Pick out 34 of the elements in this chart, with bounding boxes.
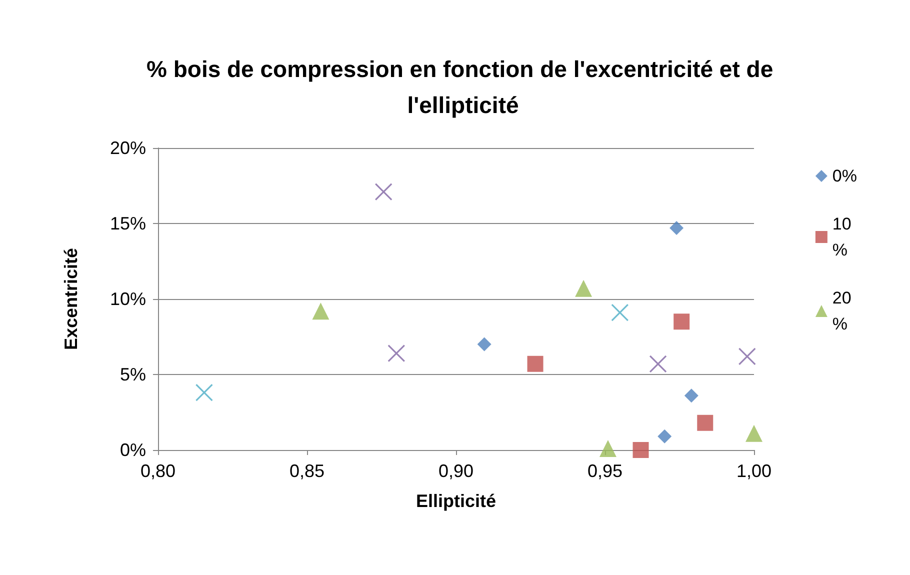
point — [388, 344, 406, 362]
point — [312, 302, 330, 320]
x-tick-label: 0,80 — [140, 461, 176, 481]
chart-title: % bois de compression en fonction de l'excentricité et de l'ellipticité — [146, 56, 780, 118]
legend-label: 0% — [832, 166, 858, 186]
point — [477, 337, 492, 352]
point — [611, 304, 629, 322]
x-tick-label: 0,90 — [438, 461, 474, 481]
y-axis-title: Excentricité — [61, 248, 81, 350]
point — [674, 314, 690, 330]
y-tick-label: 15% — [110, 214, 146, 234]
y-tick-label: 20% — [110, 138, 146, 158]
legend-label: 20 % — [832, 288, 852, 334]
point — [649, 355, 667, 373]
y-tick-label: 0% — [120, 440, 146, 460]
point — [632, 442, 649, 458]
point — [374, 182, 392, 201]
point — [738, 348, 756, 366]
y-tick-label: 5% — [120, 364, 146, 384]
point — [575, 280, 592, 297]
x-axis-title: Ellipticité — [416, 491, 496, 511]
point — [684, 388, 698, 403]
y-tick-label: 10% — [110, 289, 146, 309]
x-tick-label: 0,95 — [587, 461, 623, 481]
point — [658, 429, 672, 444]
x-tick-label: 1,00 — [736, 461, 772, 481]
legend-label: 10 % — [832, 214, 852, 260]
point — [599, 440, 616, 457]
point — [746, 424, 762, 442]
point — [527, 356, 544, 372]
point — [697, 414, 714, 431]
point — [670, 221, 684, 236]
x-tick-label: 0,85 — [289, 461, 325, 481]
point — [195, 384, 213, 402]
